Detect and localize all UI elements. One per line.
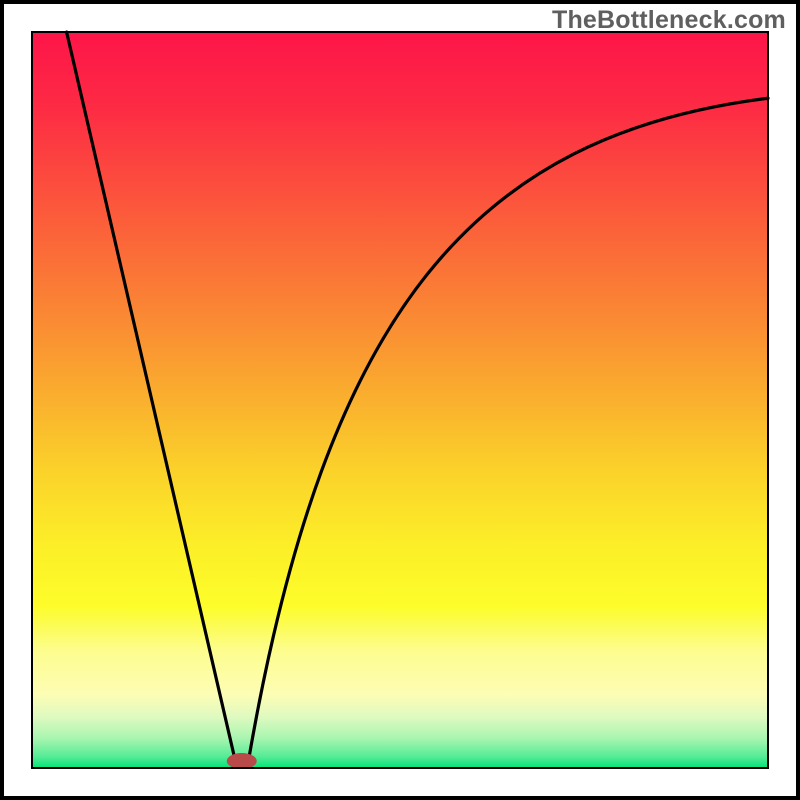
chart-svg [0, 0, 800, 800]
watermark-text: TheBottleneck.com [552, 6, 786, 35]
plot-area [32, 32, 768, 768]
notch-marker [227, 753, 257, 769]
chart-container: TheBottleneck.com [0, 0, 800, 800]
